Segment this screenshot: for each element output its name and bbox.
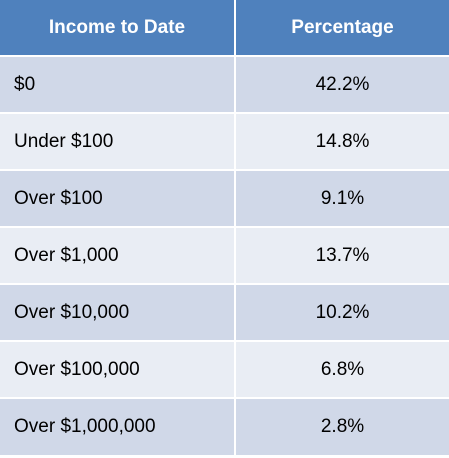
row-percentage-value: 6.8%	[235, 340, 449, 398]
table-row: Over $1,000,000 2.8%	[0, 397, 449, 455]
row-income-label: Over $10,000	[0, 283, 236, 341]
row-income-label: $0	[0, 55, 236, 113]
row-income-label: Over $1,000,000	[0, 397, 236, 455]
table-header-row: Income to Date Percentage	[0, 0, 449, 56]
table-row: Over $100,000 6.8%	[0, 340, 449, 398]
row-income-label: Over $100,000	[0, 340, 236, 398]
table-row: Over $100 9.1%	[0, 169, 449, 227]
column-header-percentage: Percentage	[235, 0, 449, 56]
row-percentage-value: 42.2%	[235, 55, 449, 113]
row-percentage-value: 14.8%	[235, 112, 449, 170]
table-row: Under $100 14.8%	[0, 112, 449, 170]
row-percentage-value: 13.7%	[235, 226, 449, 284]
table-row: $0 42.2%	[0, 55, 449, 113]
row-income-label: Over $100	[0, 169, 236, 227]
column-header-income: Income to Date	[0, 0, 236, 56]
row-percentage-value: 10.2%	[235, 283, 449, 341]
table-body: $0 42.2% Under $100 14.8% Over $100 9.1% Over …	[0, 55, 449, 455]
row-percentage-value: 9.1%	[235, 169, 449, 227]
row-percentage-value: 2.8%	[235, 397, 449, 455]
row-income-label: Over $1,000	[0, 226, 236, 284]
table-row: Over $10,000 10.2%	[0, 283, 449, 341]
table-row: Over $1,000 13.7%	[0, 226, 449, 284]
row-income-label: Under $100	[0, 112, 236, 170]
